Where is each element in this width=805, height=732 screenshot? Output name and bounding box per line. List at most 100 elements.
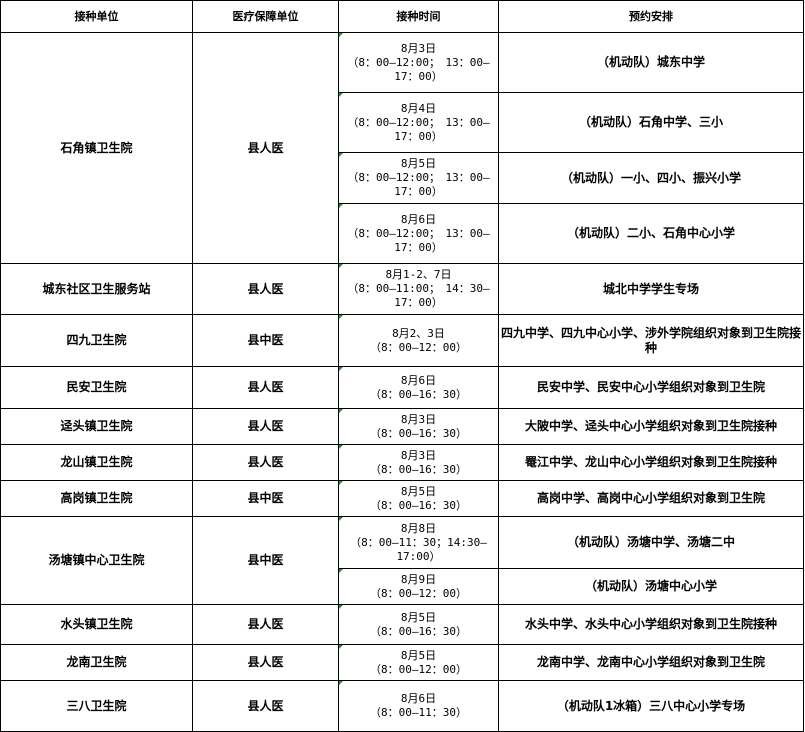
table-row: 8月5日 （8：00—12:00； 13：00—17：00） （机动队）一小、四小、… bbox=[1, 152, 804, 204]
table-row: 龙山镇卫生院 县人医 8月3日 （8：00—16：30） 罨江中学、龙山中心小学组织对象… bbox=[0, 444, 804, 481]
arrangement-cell: （机动队1冰箱）三八中心小学专场 bbox=[498, 680, 804, 732]
medical-cell: 县中医 bbox=[192, 516, 339, 605]
arrangement-cell: （机动队）二小、石角中心小学 bbox=[498, 203, 804, 264]
header-unit: 接种单位 bbox=[0, 0, 193, 33]
time-cell: 8月5日 （8：00—12：00） bbox=[338, 644, 499, 681]
medical-cell: 县人医 bbox=[192, 644, 339, 681]
time-cell: 8月3日 （8：00—16：30） bbox=[338, 408, 499, 445]
time-range-text: （8：00—16：30） bbox=[370, 624, 467, 638]
time-range-text: （8：00—16：30） bbox=[370, 498, 467, 512]
unit-cell: 三八卫生院 bbox=[0, 680, 193, 732]
medical-cell: 县人医 bbox=[192, 366, 339, 409]
medical-cell: 县人医 bbox=[192, 604, 339, 645]
table-row: 汤塘镇中心卫生院 县中医 8月8日 （8：00—11：30；14:30—17:00）（… bbox=[0, 516, 804, 605]
table-row: 迳头镇卫生院 县人医 8月3日 （8：00—16：30） 大陂中学、迳头中心小学组织对象… bbox=[0, 408, 804, 445]
table-row: 8月9日 （8：00—12：00） （机动队）汤塘中心小学 bbox=[1, 568, 804, 605]
date-text: 8月1-2、7日 bbox=[385, 268, 452, 281]
arrangement-cell: 水头中学、水头中心小学组织对象到卫生院接种 bbox=[498, 604, 804, 645]
unit-cell: 水头镇卫生院 bbox=[0, 604, 193, 645]
time-cell: 8月3日 （8：00—16：30） bbox=[338, 444, 499, 481]
header-row: 接种单位 医疗保障单位 接种时间 预约安排 bbox=[0, 0, 804, 33]
arrangement-cell: （机动队）汤塘中学、汤塘二中 bbox=[498, 516, 804, 569]
medical-cell: 县人医 bbox=[192, 444, 339, 481]
header-medical: 医疗保障单位 bbox=[192, 0, 339, 33]
medical-cell: 县中医 bbox=[192, 314, 339, 367]
unit-cell: 石角镇卫生院 bbox=[0, 32, 193, 264]
time-range-text: （8：00—12：00） bbox=[370, 662, 467, 676]
time-range-text: （8：00—11:00； 14：30—17：00） bbox=[347, 282, 490, 309]
arrangement-cell: 罨江中学、龙山中心小学组织对象到卫生院接种 bbox=[498, 444, 804, 481]
time-range-text: （8：00—11：30） bbox=[370, 706, 467, 719]
date-text: 8月6日 bbox=[400, 373, 437, 387]
time-cell: 8月5日 （8：00—12:00； 13：00—17：00） bbox=[338, 152, 499, 204]
time-cell: 8月6日 （8：00—11：30） bbox=[338, 680, 499, 732]
table-row: 民安卫生院 县人医 8月6日 （8：00—16：30） 民安中学、民安中心小学组织对象到… bbox=[0, 366, 804, 409]
time-range-text: （8：00—16：30） bbox=[370, 462, 467, 476]
time-range-text: （8：00—12:00； 13：00—17：00） bbox=[347, 226, 490, 254]
time-range-text: （8：00—12:00； 13：00—17：00） bbox=[347, 55, 490, 83]
date-text: 8月9日 bbox=[400, 572, 437, 586]
time-range-text: （8：00—16：30） bbox=[370, 426, 467, 440]
table-row: 城东社区卫生服务站 县人医 8月1-2、7日 （8：00—11:00； 14：30—1… bbox=[0, 263, 804, 315]
date-text: 8月4日 bbox=[400, 101, 437, 115]
unit-cell: 四九卫生院 bbox=[0, 314, 193, 367]
unit-cell: 民安卫生院 bbox=[0, 366, 193, 409]
medical-cell: 县人医 bbox=[192, 263, 339, 315]
unit-cell: 迳头镇卫生院 bbox=[0, 408, 193, 445]
table-row: 石角镇卫生院 县人医 8月3日 （8：00—12:00； 13：00—17：00） （机… bbox=[0, 32, 804, 264]
header-time: 接种时间 bbox=[338, 0, 499, 33]
unit-cell: 高岗镇卫生院 bbox=[0, 480, 193, 517]
table-row: 水头镇卫生院 县人医 8月5日 （8：00—16：30） 水头中学、水头中心小学组织对象… bbox=[0, 604, 804, 645]
time-cell: 8月9日 （8：00—12：00） bbox=[338, 568, 499, 605]
time-range-text: （8：00—11：30；14:30—17:00） bbox=[350, 535, 487, 563]
arrangement-cell: 大陂中学、迳头中心小学组织对象到卫生院接种 bbox=[498, 408, 804, 445]
medical-cell: 县人医 bbox=[192, 408, 339, 445]
date-text: 8月3日 bbox=[400, 412, 437, 426]
arrangement-cell: （机动队）汤塘中心小学 bbox=[498, 568, 804, 605]
medical-cell: 县人医 bbox=[192, 680, 339, 732]
time-range-text: （8：00—12:00； 13：00—17：00） bbox=[347, 171, 490, 198]
time-cell: 8月5日 （8：00—16：30） bbox=[338, 480, 499, 517]
table-row: 四九卫生院 县中医 8月2、3日 （8：00—12：00） 四九中学、四九中心小学、涉外… bbox=[0, 314, 804, 367]
time-cell: 8月6日 （8：00—16：30） bbox=[338, 366, 499, 409]
arrangement-cell: 民安中学、民安中心小学组织对象到卫生院 bbox=[498, 366, 804, 409]
date-text: 8月8日 bbox=[400, 521, 437, 535]
header-arrangement: 预约安排 bbox=[498, 0, 804, 33]
arrangement-cell: （机动队）石角中学、三小 bbox=[498, 92, 804, 153]
time-range-text: （8：00—12：00） bbox=[370, 340, 467, 354]
time-cell: 8月6日 （8：00—12:00； 13：00—17：00） bbox=[338, 203, 499, 264]
arrangement-cell: 城北中学学生专场 bbox=[498, 263, 804, 315]
date-text: 8月3日 bbox=[400, 41, 437, 55]
date-text: 8月3日 bbox=[400, 448, 437, 462]
time-cell: 8月5日 （8：00—16：30） bbox=[338, 604, 499, 645]
arrangement-cell: 高岗中学、高岗中心小学组织对象到卫生院 bbox=[498, 480, 804, 517]
arrangement-cell: （机动队）一小、四小、振兴小学 bbox=[498, 152, 804, 204]
date-text: 8月5日 bbox=[400, 157, 437, 170]
arrangement-cell: 四九中学、四九中心小学、涉外学院组织对象到卫生院接种 bbox=[498, 314, 804, 367]
unit-cell: 龙南卫生院 bbox=[0, 644, 193, 681]
date-text: 8月5日 bbox=[400, 648, 437, 662]
table-row: 龙南卫生院 县人医 8月5日 （8：00—12：00） 龙南中学、龙南中心小学组织对象到… bbox=[0, 644, 804, 681]
table-row: 高岗镇卫生院 县中医 8月5日 （8：00—16：30） 高岗中学、高岗中心小学组织对象… bbox=[0, 480, 804, 517]
unit-cell: 龙山镇卫生院 bbox=[0, 444, 193, 481]
time-range-text: （8：00—12：00） bbox=[370, 586, 467, 600]
time-range-text: （8：00—16：30） bbox=[370, 387, 467, 401]
table-row: 三八卫生院 县人医 8月6日 （8：00—11：30） （机动队1冰箱）三八中心小学专场 bbox=[0, 680, 804, 732]
time-cell: 8月8日 （8：00—11：30；14:30—17:00） bbox=[338, 516, 499, 569]
unit-cell: 城东社区卫生服务站 bbox=[0, 263, 193, 315]
arrangement-cell: （机动队）城东中学 bbox=[498, 32, 804, 93]
date-text: 8月2、3日 bbox=[392, 326, 445, 340]
medical-cell: 县中医 bbox=[192, 480, 339, 517]
unit-cell: 汤塘镇中心卫生院 bbox=[0, 516, 193, 605]
time-cell: 8月3日 （8：00—12:00； 13：00—17：00） bbox=[338, 32, 499, 93]
date-text: 8月6日 bbox=[400, 212, 437, 226]
medical-cell: 县人医 bbox=[192, 32, 339, 264]
date-text: 8月6日 bbox=[400, 692, 437, 705]
table-row: 8月4日 （8：00—12:00； 13：00—17：00） （机动队）石角中学、三… bbox=[1, 92, 804, 153]
time-cell: 8月4日 （8：00—12:00； 13：00—17：00） bbox=[338, 92, 499, 153]
date-text: 8月5日 bbox=[400, 610, 437, 624]
date-text: 8月5日 bbox=[400, 484, 437, 498]
time-range-text: （8：00—12:00； 13：00—17：00） bbox=[347, 115, 490, 143]
time-cell: 8月1-2、7日 （8：00—11:00； 14：30—17：00） bbox=[338, 263, 499, 315]
